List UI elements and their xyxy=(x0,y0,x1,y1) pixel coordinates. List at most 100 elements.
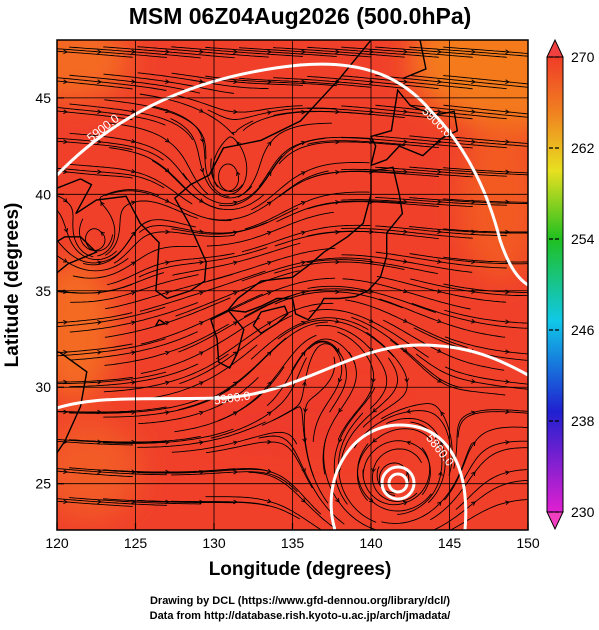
streamline-arrow xyxy=(131,409,136,415)
streamline-arrow xyxy=(303,408,308,413)
streamline-arrow xyxy=(97,379,102,385)
coastline xyxy=(57,351,88,455)
streamline-arrow xyxy=(335,319,340,324)
streamline-arrow xyxy=(372,408,378,413)
streamline-arrow xyxy=(232,440,238,446)
streamline-arrow xyxy=(471,49,476,55)
streamline-arrow xyxy=(97,169,102,175)
streamline-arrow xyxy=(164,198,170,203)
streamline-arrow xyxy=(200,138,205,143)
streamline-arrow xyxy=(165,350,170,356)
streamline-arrow xyxy=(165,79,170,84)
streamline-arrow xyxy=(199,168,205,173)
streamline-arrow xyxy=(198,381,204,386)
streamline xyxy=(57,468,167,476)
streamline-arrow xyxy=(199,49,204,55)
streamline-arrow xyxy=(164,138,170,143)
streamline-arrow xyxy=(437,169,442,175)
x-tick-label: 130 xyxy=(202,535,226,551)
streamline xyxy=(57,440,133,446)
streamline-arrow xyxy=(165,229,170,235)
streamline-arrow xyxy=(232,260,238,266)
streamline-arrow xyxy=(371,468,376,473)
streamline-arrow xyxy=(62,258,68,263)
streamline xyxy=(443,104,528,115)
streamline-arrow xyxy=(267,498,272,504)
streamline xyxy=(443,228,528,233)
streamline-arrow xyxy=(437,49,442,55)
streamline xyxy=(443,198,528,203)
streamline-arrow xyxy=(301,290,306,295)
colorbar-tick-label: 238 xyxy=(571,413,595,429)
streamline-arrow xyxy=(232,291,238,296)
contour-label: 5900.0 xyxy=(213,388,252,407)
streamline-arrow xyxy=(406,440,412,446)
streamline-arrow xyxy=(338,407,343,413)
streamline xyxy=(57,470,133,478)
streamline-arrow xyxy=(97,49,102,55)
streamline xyxy=(57,48,167,58)
x-tick-label: 125 xyxy=(124,535,148,551)
streamlines xyxy=(57,46,528,530)
streamline-arrow xyxy=(267,468,272,474)
streamline-arrow xyxy=(131,79,136,84)
streamline-arrow xyxy=(130,200,136,206)
streamline-arrow xyxy=(471,379,476,384)
x-tick-label: 135 xyxy=(281,535,305,551)
streamline-arrow xyxy=(233,230,238,235)
streamline-arrow xyxy=(505,199,510,205)
credit-line: Data from http://database.rish.kyoto-u.a… xyxy=(150,610,451,622)
streamline-arrow xyxy=(403,79,408,85)
streamline-arrow xyxy=(199,260,204,265)
streamline-arrow xyxy=(440,411,445,417)
coastline xyxy=(57,236,98,274)
streamline-arrow xyxy=(198,321,204,326)
streamline-arrow xyxy=(301,260,306,265)
streamline-arrow xyxy=(335,497,340,503)
streamline-arrow xyxy=(62,198,68,203)
streamline-arrow xyxy=(199,290,204,296)
streamline-arrow xyxy=(164,290,170,296)
streamline xyxy=(57,77,167,91)
streamline-arrow xyxy=(199,410,204,416)
streamline-arrow xyxy=(505,409,510,415)
streamline-arrow xyxy=(471,441,476,447)
streamline-arrow xyxy=(199,440,204,445)
streamline-arrow xyxy=(63,349,68,355)
streamline-arrow xyxy=(437,79,442,85)
streamline xyxy=(443,135,528,144)
streamline-arrow xyxy=(471,319,476,324)
y-tick-label: 25 xyxy=(35,476,51,492)
y-tick-label: 35 xyxy=(35,283,51,299)
streamline-arrow xyxy=(300,201,306,206)
streamline-arrow xyxy=(131,231,136,236)
y-tick-label: 45 xyxy=(35,90,51,106)
coastlines xyxy=(57,40,459,455)
streamline-arrow xyxy=(97,260,102,265)
coastline xyxy=(370,88,459,167)
streamline-arrow xyxy=(266,231,272,236)
x-tick-label: 120 xyxy=(45,535,69,551)
streamline-arrow xyxy=(300,230,306,236)
colorbar-tick-label: 246 xyxy=(571,322,595,338)
streamline-arrow xyxy=(100,231,106,236)
credit-line: Drawing by DCL (https://www.gfd-dennou.o… xyxy=(150,595,450,607)
streamline-arrow xyxy=(267,260,272,266)
streamline xyxy=(57,371,167,385)
streamline-arrow xyxy=(437,501,442,507)
streamline-arrow xyxy=(267,381,272,386)
streamline-arrow xyxy=(199,79,204,84)
streamline-arrow xyxy=(403,109,408,114)
streamline-arrow xyxy=(232,200,238,206)
streamline-arrow xyxy=(335,259,340,265)
axes: 120 125 130 135 140 145 150 25 30 35 40 45 xyxy=(35,90,539,551)
streamline xyxy=(444,309,528,324)
streamline-arrow xyxy=(233,49,238,55)
streamline xyxy=(57,50,133,58)
streamline-arrow xyxy=(437,199,442,205)
streamline xyxy=(57,376,133,383)
colorbar-tick-label: 230 xyxy=(571,504,595,520)
streamline-arrow xyxy=(266,321,272,326)
coastline xyxy=(227,166,404,321)
